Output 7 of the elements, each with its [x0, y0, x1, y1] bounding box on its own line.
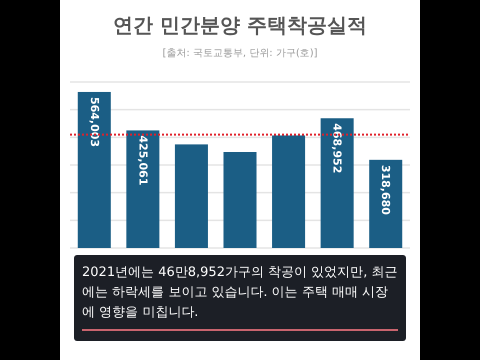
data-label: 318,680	[379, 164, 392, 216]
chart-subtitle: [출처: 국토교통부, 단위: 가구(호)]	[161, 47, 319, 60]
data-label: 564,003	[88, 96, 101, 148]
data-label: 468,952	[330, 123, 344, 174]
chart-title: 연간 민간분양 주택착공실적	[112, 12, 368, 39]
data-label: 425,061	[136, 135, 150, 186]
text: 2021년에는 46만8,952가구의 착공이 있었지만, 최근에는 하락세를 보이고 있습니다. 이는 주택 매매 시장에 영향을 미칩니다.	[74, 255, 406, 341]
